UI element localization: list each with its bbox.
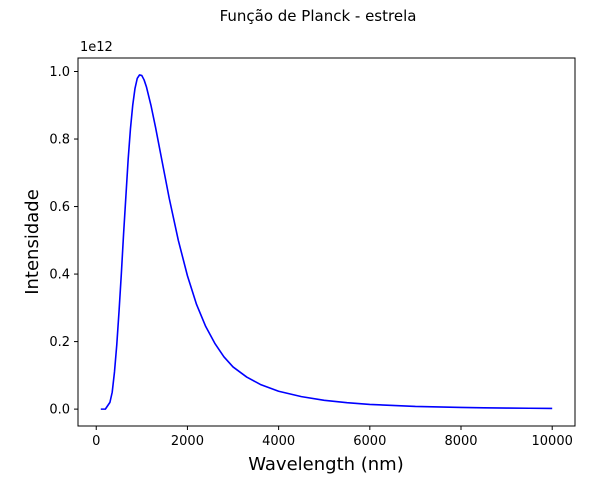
y-tick-label: 0.2	[49, 335, 70, 350]
x-tick-label: 2000	[171, 434, 204, 449]
x-tick-label: 8000	[444, 434, 477, 449]
x-tick-label: 4000	[262, 434, 295, 449]
y-ticks: 0.0 0.2 0.4 0.6 0.8 1.0	[49, 65, 78, 418]
x-tick-label: 0	[92, 434, 100, 449]
x-ticks: 0 2000 4000 6000 8000 10000	[92, 426, 573, 449]
y-offset-label: 1e12	[80, 40, 113, 55]
x-axis-label: Wavelength (nm)	[248, 454, 404, 475]
x-tick-label: 10000	[532, 434, 573, 449]
y-tick-label: 0.6	[49, 200, 70, 215]
chart-title: Função de Planck - estrela	[220, 7, 417, 25]
plot-frame	[77, 57, 576, 427]
y-tick-label: 0.4	[49, 268, 70, 283]
y-axis-label: Intensidade	[22, 189, 43, 295]
y-tick-label: 0.8	[49, 133, 70, 148]
y-tick-label: 1.0	[49, 65, 70, 80]
y-tick-label: 0.0	[49, 403, 70, 418]
series-line	[100, 74, 553, 410]
x-tick-label: 6000	[353, 434, 386, 449]
